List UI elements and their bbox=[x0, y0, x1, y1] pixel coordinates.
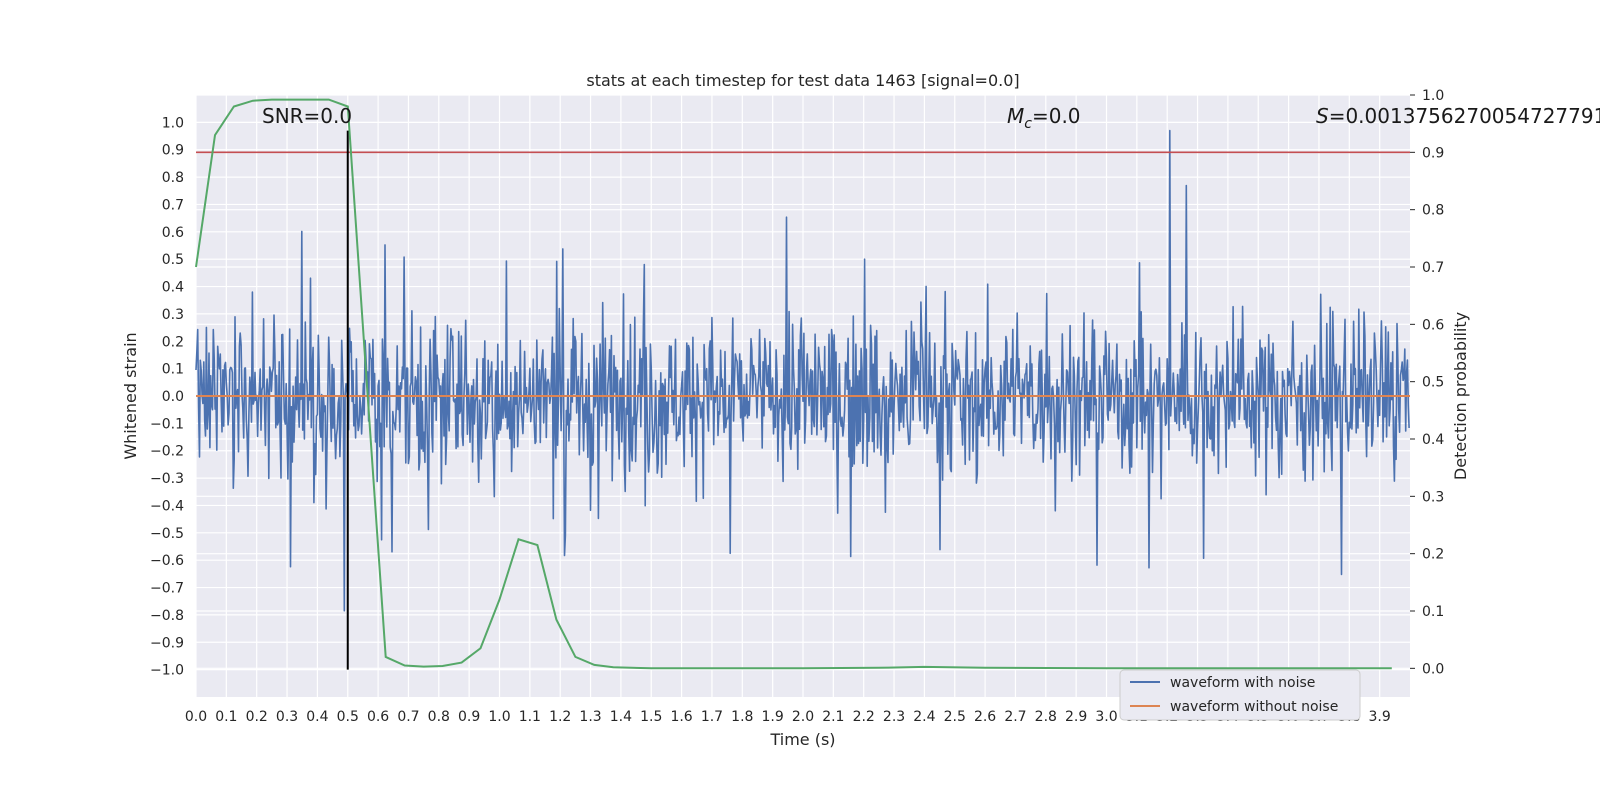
y-right-tick-label: 0.5 bbox=[1422, 375, 1444, 391]
y-ticks-right: 1.0 0.9 0.8 0.7 0.6 0.5 0.4 0.3 0.2 0.1 0.0 bbox=[1410, 88, 1444, 677]
x-tick-label: 2.6 bbox=[974, 709, 996, 725]
chart-title: stats at each timestep for test data 146… bbox=[586, 71, 1019, 90]
legend-box bbox=[1119, 669, 1361, 721]
x-tick-label: 1.4 bbox=[610, 709, 632, 725]
x-tick-label: 0.9 bbox=[458, 709, 480, 725]
y-tick-label: −0.1 bbox=[150, 416, 184, 432]
y-tick-label: 0.5 bbox=[162, 252, 184, 268]
y-tick-label: 0.7 bbox=[162, 197, 184, 213]
x-tick-label: 1.9 bbox=[762, 709, 784, 725]
y-right-tick-label: 0.9 bbox=[1422, 145, 1444, 161]
x-tick-label: 2.4 bbox=[913, 709, 935, 725]
s-value: =0.0013756270054727791 bbox=[1329, 104, 1600, 128]
s-symbol: S bbox=[1316, 104, 1329, 128]
snr-annotation: SNR=0.0 bbox=[262, 104, 352, 128]
y-tick-label: 0.2 bbox=[162, 334, 184, 350]
y-tick-label: −0.3 bbox=[150, 471, 184, 487]
y-right-tick-label: 0.0 bbox=[1422, 661, 1444, 677]
x-tick-label: 1.3 bbox=[579, 709, 601, 725]
noise-waveform-path bbox=[195, 129, 1410, 612]
y-tick-label: 0.8 bbox=[162, 170, 184, 186]
y-tick-label: 0.4 bbox=[162, 280, 184, 296]
y-right-tick-label: 1.0 bbox=[1422, 88, 1444, 104]
y-tick-label: 1.0 bbox=[162, 115, 184, 131]
x-tick-label: 3.0 bbox=[1095, 709, 1117, 725]
y-tick-label: −0.5 bbox=[150, 526, 184, 542]
x-tick-label: 0.3 bbox=[276, 709, 298, 725]
mc-value: =0.0 bbox=[1032, 104, 1081, 128]
y-tick-label: 0.1 bbox=[162, 362, 184, 378]
x-tick-label: 1.2 bbox=[549, 709, 571, 725]
x-tick-label: 1.0 bbox=[488, 709, 510, 725]
y-axis-label: Whitened strain bbox=[121, 332, 140, 459]
mc-subscript: c bbox=[1024, 116, 1032, 132]
detection-probability-line bbox=[195, 98, 1392, 670]
x-tick-label: 1.6 bbox=[670, 709, 692, 725]
y-tick-label: −1.0 bbox=[150, 663, 184, 679]
y-tick-label: −0.6 bbox=[150, 553, 184, 569]
x-tick-label: 0.5 bbox=[337, 709, 359, 725]
mc-symbol: M bbox=[1007, 104, 1024, 128]
y-tick-label: −0.8 bbox=[150, 608, 184, 624]
x-tick-label: 0.4 bbox=[306, 709, 328, 725]
x-tick-label: 2.7 bbox=[1004, 709, 1026, 725]
y-tick-label: 0.9 bbox=[162, 143, 184, 159]
y-tick-label: 0.0 bbox=[162, 389, 184, 405]
x-tick-label: 2.5 bbox=[944, 709, 966, 725]
y-tick-label: −0.7 bbox=[150, 581, 184, 597]
noise-waveform-series bbox=[195, 129, 1410, 612]
x-tick-label: 1.7 bbox=[701, 709, 723, 725]
legend-label-noise: waveform with noise bbox=[1170, 675, 1315, 691]
y-right-tick-label: 0.4 bbox=[1422, 432, 1444, 448]
y-right-tick-label: 0.8 bbox=[1422, 203, 1444, 219]
x-tick-label: 0.7 bbox=[397, 709, 419, 725]
y-tick-label: −0.4 bbox=[150, 498, 184, 514]
x-tick-label: 0.8 bbox=[428, 709, 450, 725]
x-tick-label: 0.0 bbox=[185, 709, 207, 725]
x-tick-label: 2.1 bbox=[822, 709, 844, 725]
y-right-tick-label: 0.3 bbox=[1422, 489, 1444, 505]
y-right-tick-label: 0.7 bbox=[1422, 260, 1444, 276]
y-axis-label-right: Detection probability bbox=[1451, 312, 1470, 480]
x-tick-label: 3.9 bbox=[1369, 709, 1391, 725]
y-tick-label: 0.6 bbox=[162, 225, 184, 241]
y-ticks: 1.0 0.9 0.8 0.7 0.6 0.5 0.4 0.3 0.2 0.1 0.0 −0.1 −0.… bbox=[150, 115, 184, 678]
x-tick-label: 0.1 bbox=[215, 709, 237, 725]
x-tick-label: 1.8 bbox=[731, 709, 753, 725]
legend-label-clean: waveform without noise bbox=[1170, 699, 1338, 715]
x-tick-label: 2.2 bbox=[853, 709, 875, 725]
x-tick-label: 0.2 bbox=[246, 709, 268, 725]
x-tick-label: 1.5 bbox=[640, 709, 662, 725]
x-tick-label: 2.9 bbox=[1065, 709, 1087, 725]
y-tick-label: −0.2 bbox=[150, 444, 184, 460]
s-annotation: S=0.0013756270054727791 bbox=[1316, 104, 1600, 128]
x-tick-label: 2.0 bbox=[792, 709, 814, 725]
x-tick-label: 2.3 bbox=[883, 709, 905, 725]
y-right-tick-label: 0.2 bbox=[1422, 547, 1444, 563]
x-tick-label: 1.1 bbox=[519, 709, 541, 725]
x-axis-label: Time (s) bbox=[769, 730, 835, 749]
x-tick-label: 2.8 bbox=[1035, 709, 1057, 725]
y-right-tick-label: 0.1 bbox=[1422, 604, 1444, 620]
y-right-tick-label: 0.6 bbox=[1422, 317, 1444, 333]
legend: waveform with noise waveform without noi… bbox=[1119, 669, 1361, 721]
chirp-mass-annotation: Mc=0.0 bbox=[1007, 104, 1081, 132]
x-tick-label: 0.6 bbox=[367, 709, 389, 725]
y-tick-label: 0.3 bbox=[162, 307, 184, 323]
y-tick-label: −0.9 bbox=[150, 635, 184, 651]
